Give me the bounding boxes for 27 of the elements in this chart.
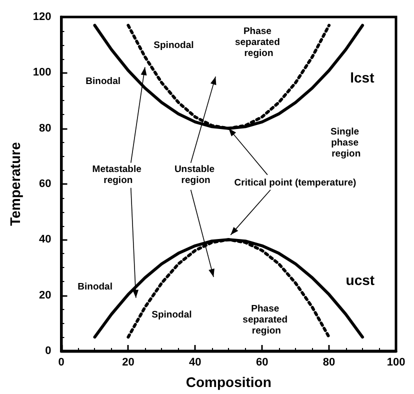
annotation: Critical point (temperature)	[234, 177, 356, 188]
annotation: Single phase region	[330, 126, 362, 160]
annotation: Metastable region	[92, 164, 144, 186]
annotation: Phase separated region	[242, 303, 290, 336]
y-tick-label: 20	[39, 289, 52, 302]
annotation: ucst	[346, 272, 375, 288]
x-tick-label: 0	[58, 356, 64, 368]
y-tick-label: 100	[32, 66, 52, 79]
annotation: Phase separated region	[234, 26, 283, 60]
annotation: Binodal	[78, 281, 112, 292]
x-tick-label: 80	[322, 356, 336, 368]
x-tick-label: 60	[256, 356, 268, 368]
x-tick-label: 20	[122, 356, 134, 368]
annotation: lcst	[350, 70, 375, 86]
x-tick-label: 40	[189, 356, 202, 368]
x-tick-label: 100	[386, 356, 406, 368]
annotation: Spinodal	[154, 40, 194, 52]
y-axis-title: Temperature	[7, 142, 23, 226]
annotation: Binodal	[86, 76, 121, 88]
y-tick-label: 80	[39, 122, 52, 134]
y-tick-label: 40	[39, 234, 52, 246]
y-tick-label: 120	[32, 11, 52, 23]
annotation: Spinodal	[152, 310, 192, 321]
annotation: Unstable region	[174, 164, 218, 186]
y-tick-label: 0	[45, 345, 52, 357]
y-tick-label: 60	[39, 178, 52, 190]
x-axis-title: Composition	[186, 374, 272, 390]
